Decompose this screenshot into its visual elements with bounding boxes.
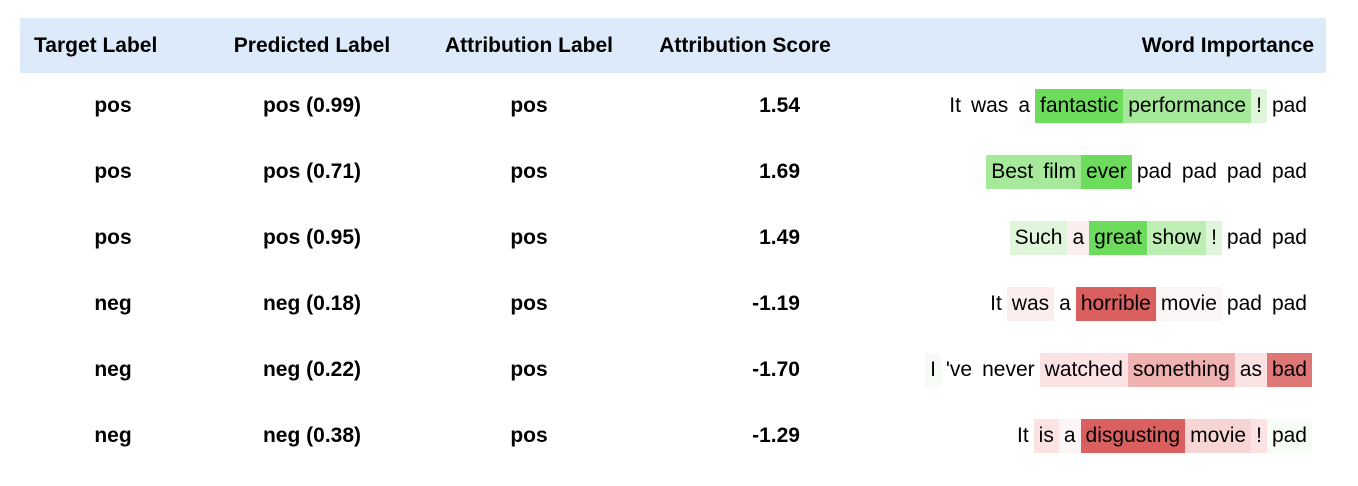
header-attribution-label: Attribution Label: [445, 33, 613, 57]
word-token: pad: [1266, 89, 1312, 123]
word-token: Best: [986, 155, 1039, 189]
word-token: ever: [1080, 155, 1132, 189]
word-token: was: [1006, 287, 1055, 321]
predicted-label-cell: pos (0.95): [262, 226, 362, 249]
table-body: pos pos (0.99) pos 1.54 It was a fantastic p…: [20, 73, 1326, 469]
word-token: Such: [1009, 221, 1068, 255]
table-row: neg neg (0.38) pos -1.29 It is a disgusting…: [20, 403, 1326, 469]
attribution-label-cell: pos: [510, 160, 548, 183]
word-token: pad: [1266, 155, 1312, 189]
predicted-label-cell: pos (0.71): [262, 160, 362, 183]
table-row: neg neg (0.22) pos -1.70 I've never watche…: [20, 337, 1326, 403]
attribution-label-cell: pos: [510, 358, 548, 381]
table-header: Target Label Predicted Label Attribution…: [20, 18, 1326, 73]
word-token: pad: [1176, 155, 1222, 189]
word-importance-cell: Such a great show! pad pad: [850, 205, 1326, 271]
word-token: 've: [940, 353, 978, 387]
word-token: something: [1127, 353, 1235, 387]
word-token: It: [1011, 419, 1034, 453]
target-label-cell: neg: [94, 424, 132, 447]
attribution-score-cell: -1.29: [752, 424, 800, 447]
header-predicted-label: Predicted Label: [233, 33, 391, 57]
predicted-label-cell: neg (0.18): [262, 292, 362, 315]
target-label-cell: neg: [94, 358, 132, 381]
word-token: !: [1206, 221, 1222, 255]
word-token: disgusting: [1080, 419, 1186, 453]
header-target-label: Target Label: [34, 33, 158, 57]
attribution-score-cell: -1.19: [752, 292, 800, 315]
attribution-label-cell: pos: [510, 94, 548, 117]
predicted-label-cell: neg (0.22): [262, 358, 362, 381]
word-token: a: [1054, 287, 1076, 321]
word-token: performance: [1123, 89, 1252, 123]
word-token: movie: [1155, 287, 1222, 321]
predicted-label-cell: pos (0.99): [262, 94, 362, 117]
word-importance-cell: It is a disgusting movie! pad: [850, 403, 1326, 469]
word-token: pad: [1131, 155, 1177, 189]
target-label-cell: pos: [94, 226, 132, 249]
word-token: watched: [1039, 353, 1128, 387]
word-importance-cell: It was a fantastic performance! pad: [850, 73, 1326, 139]
header-row: Target Label Predicted Label Attribution…: [20, 18, 1326, 73]
word-token: a: [1058, 419, 1081, 453]
attribution-score-cell: 1.69: [759, 160, 800, 183]
table-row: neg neg (0.18) pos -1.19 It was a horrible m…: [20, 271, 1326, 337]
word-token: fantastic: [1035, 89, 1124, 123]
word-token: film: [1038, 155, 1081, 189]
word-token: great: [1089, 221, 1148, 255]
attribution-label-cell: pos: [510, 424, 548, 447]
word-token: It: [985, 287, 1007, 321]
word-token: movie: [1185, 419, 1252, 453]
attribution-table: Target Label Predicted Label Attribution…: [20, 18, 1326, 469]
table-row: pos pos (0.99) pos 1.54 It was a fantastic p…: [20, 73, 1326, 139]
table-row: pos pos (0.95) pos 1.49 Such a great show! p…: [20, 205, 1326, 271]
target-label-cell: neg: [94, 292, 132, 315]
header-attribution-score: Attribution Score: [659, 33, 831, 57]
word-token: pad: [1266, 221, 1312, 255]
word-token: bad: [1266, 353, 1312, 387]
word-token: I: [925, 353, 941, 387]
word-token: pad: [1221, 155, 1267, 189]
word-token: a: [1013, 89, 1035, 123]
word-token: is: [1033, 419, 1059, 453]
attribution-score-cell: 1.54: [759, 94, 800, 117]
word-importance-cell: I've never watched something as bad: [850, 337, 1326, 403]
table-row: pos pos (0.71) pos 1.69 Best film ever pad p…: [20, 139, 1326, 205]
word-token: never: [977, 353, 1040, 387]
word-token: pad: [1221, 221, 1267, 255]
word-token: show: [1147, 221, 1207, 255]
attribution-label-cell: pos: [510, 292, 548, 315]
target-label-cell: pos: [94, 160, 132, 183]
attribution-score-cell: -1.70: [752, 358, 800, 381]
word-token: !: [1251, 89, 1267, 123]
word-token: pad: [1266, 287, 1312, 321]
word-token: pad: [1221, 287, 1267, 321]
attribution-score-cell: 1.49: [759, 226, 800, 249]
word-token: a: [1067, 221, 1090, 255]
word-token: pad: [1266, 419, 1312, 453]
word-token: !: [1251, 419, 1267, 453]
attribution-table-container: Target Label Predicted Label Attribution…: [20, 18, 1326, 469]
predicted-label-cell: neg (0.38): [262, 424, 362, 447]
word-token: horrible: [1075, 287, 1156, 321]
word-importance-cell: Best film ever pad pad pad pad: [850, 139, 1326, 205]
attribution-label-cell: pos: [510, 226, 548, 249]
target-label-cell: pos: [94, 94, 132, 117]
header-word-importance: Word Importance: [1141, 33, 1314, 57]
word-token: as: [1234, 353, 1267, 387]
word-token: was: [965, 89, 1014, 123]
word-importance-cell: It was a horrible movie pad pad: [850, 271, 1326, 337]
word-token: It: [944, 89, 966, 123]
